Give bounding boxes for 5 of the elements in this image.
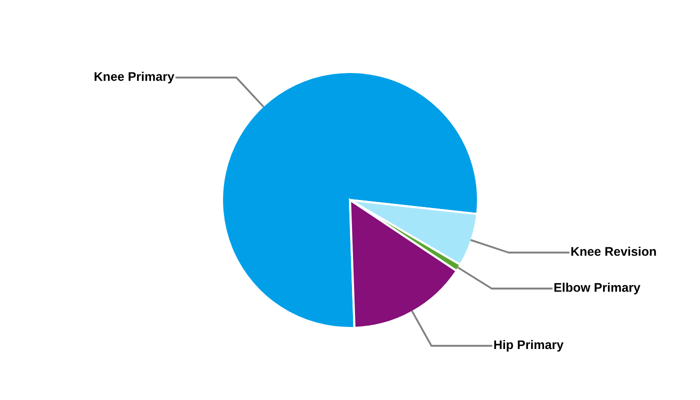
pie-slice [220,70,480,330]
slice-label: Elbow Primary [554,282,640,294]
slice-label: Hip Primary [494,340,564,352]
slice-label: Knee Primary [94,72,174,84]
slice-label: Knee Revision [571,246,656,256]
